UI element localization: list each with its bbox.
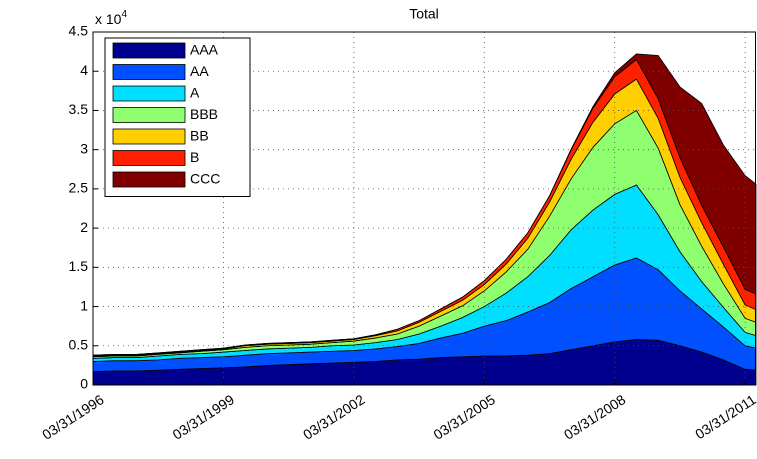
x-tick-label: 03/31/2008 [561,391,629,443]
legend-label: B [190,149,199,165]
x-tick-label: 03/31/2005 [430,391,498,443]
y-tick-label: 1.5 [69,258,89,274]
x-tick-label: 03/31/1996 [39,391,107,443]
y-tick-label: 0.5 [69,336,89,352]
legend-label: AAA [190,42,219,58]
legend-swatch [112,150,186,166]
y-multiplier: x 104 [95,9,127,27]
legend-label: BB [190,128,209,144]
y-multiplier-base: x 10 [95,11,122,27]
y-tick-label: 2.5 [69,180,89,196]
legend-label: AA [190,63,209,79]
x-tick-label: 03/31/1999 [170,391,238,443]
y-tick-label: 2 [80,219,88,235]
legend-swatch [112,107,186,123]
legend-swatch [112,42,186,59]
legend-swatch [112,64,186,80]
y-tick-label: 4 [80,62,88,78]
x-tick-label: 03/31/2002 [300,391,368,443]
y-tick-label: 3 [80,140,88,156]
legend-label: A [190,85,200,101]
plot-frame [92,31,756,386]
y-tick-label: 0 [80,376,88,392]
legend-swatch [112,128,186,145]
y-multiplier-exponent: 4 [121,9,127,20]
legend-label: CCC [190,171,220,187]
legend-swatch [112,85,186,102]
legend-label: BBB [190,106,218,122]
x-tick-label: 03/31/2011 [692,391,757,442]
chart-title: Total [409,6,439,22]
legend-swatch [112,171,186,188]
y-tick-label: 1 [80,297,88,313]
y-tick-label: 4.5 [69,23,89,39]
y-tick-label: 3.5 [69,101,89,117]
